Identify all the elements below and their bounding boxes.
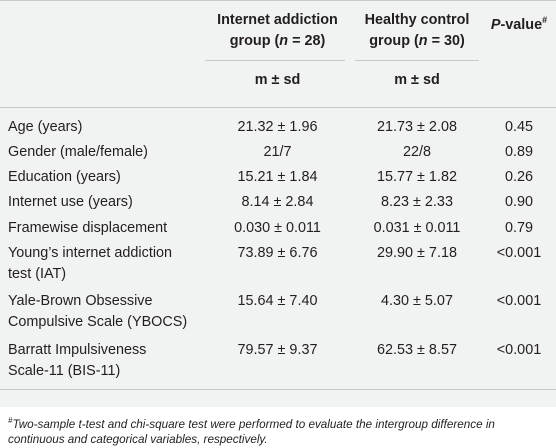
header-p-value: P-value# xyxy=(490,15,548,33)
row-p-value: <0.001 xyxy=(496,342,542,358)
row-value-internet-addiction: 15.64 ± 7.40 xyxy=(237,293,318,309)
top-rule xyxy=(0,0,556,1)
row-label: Internet use (years) xyxy=(8,194,133,210)
header-healthy-control-group: Healthy control group (n = 30) xyxy=(364,12,470,49)
row-value-healthy-control: 15.77 ± 1.82 xyxy=(377,169,457,185)
row-value-healthy-control: 8.23 ± 2.33 xyxy=(381,194,453,210)
header-bottom-rule xyxy=(0,107,556,108)
row-p-value: 0.90 xyxy=(504,194,533,210)
row-p-value: <0.001 xyxy=(496,293,542,309)
footnote-text: Two-sample t-test and chi-square test we… xyxy=(8,417,495,447)
row-value-internet-addiction: 79.57 ± 9.37 xyxy=(237,342,318,358)
table-background xyxy=(0,0,556,407)
row-label: Yale-Brown Obsessive Compulsive Scale (YB… xyxy=(8,293,188,330)
row-value-internet-addiction: 21/7 xyxy=(263,144,292,160)
row-value-internet-addiction: 15.21 ± 1.84 xyxy=(237,169,318,185)
row-value-healthy-control: 62.53 ± 8.57 xyxy=(377,342,457,358)
row-value-internet-addiction: 8.14 ± 2.84 xyxy=(241,194,314,210)
row-label: Young’s internet addiction test (IAT) xyxy=(8,245,173,282)
subheader-rule-group2 xyxy=(355,60,479,61)
subheader-stat-group2: m ± sd xyxy=(394,72,440,88)
row-value-healthy-control: 29.90 ± 7.18 xyxy=(377,245,457,261)
subheader-stat-group1: m ± sd xyxy=(254,72,301,88)
header-internet-addiction-group: Internet addiction group (n = 28) xyxy=(217,12,338,49)
footnote: #Two-sample t-test and chi-square test w… xyxy=(8,416,495,447)
row-value-healthy-control: 22/8 xyxy=(402,144,431,160)
row-value-internet-addiction: 21.32 ± 1.96 xyxy=(237,119,318,135)
row-value-healthy-control: 4.30 ± 5.07 xyxy=(381,293,453,309)
row-label: Gender (male/female) xyxy=(8,144,148,160)
row-p-value: 0.79 xyxy=(504,220,533,236)
table-bottom-rule xyxy=(0,389,556,390)
row-value-internet-addiction: 73.89 ± 6.76 xyxy=(237,245,318,261)
subheader-rule-group1 xyxy=(205,60,345,61)
row-label: Age (years) xyxy=(8,119,83,135)
row-p-value: 0.45 xyxy=(504,119,533,135)
row-p-value: 0.89 xyxy=(504,144,533,160)
row-p-value: 0.26 xyxy=(504,169,533,185)
row-label: Education (years) xyxy=(8,169,121,185)
row-label: Framewise displacement xyxy=(8,220,168,236)
row-value-internet-addiction: 0.030 ± 0.011 xyxy=(234,220,321,236)
row-value-healthy-control: 21.73 ± 2.08 xyxy=(377,119,457,135)
row-p-value: <0.001 xyxy=(496,245,542,261)
row-value-healthy-control: 0.031 ± 0.011 xyxy=(373,220,461,236)
row-label: Barratt Impulsiveness Scale-11 (BIS-11) xyxy=(8,342,147,379)
